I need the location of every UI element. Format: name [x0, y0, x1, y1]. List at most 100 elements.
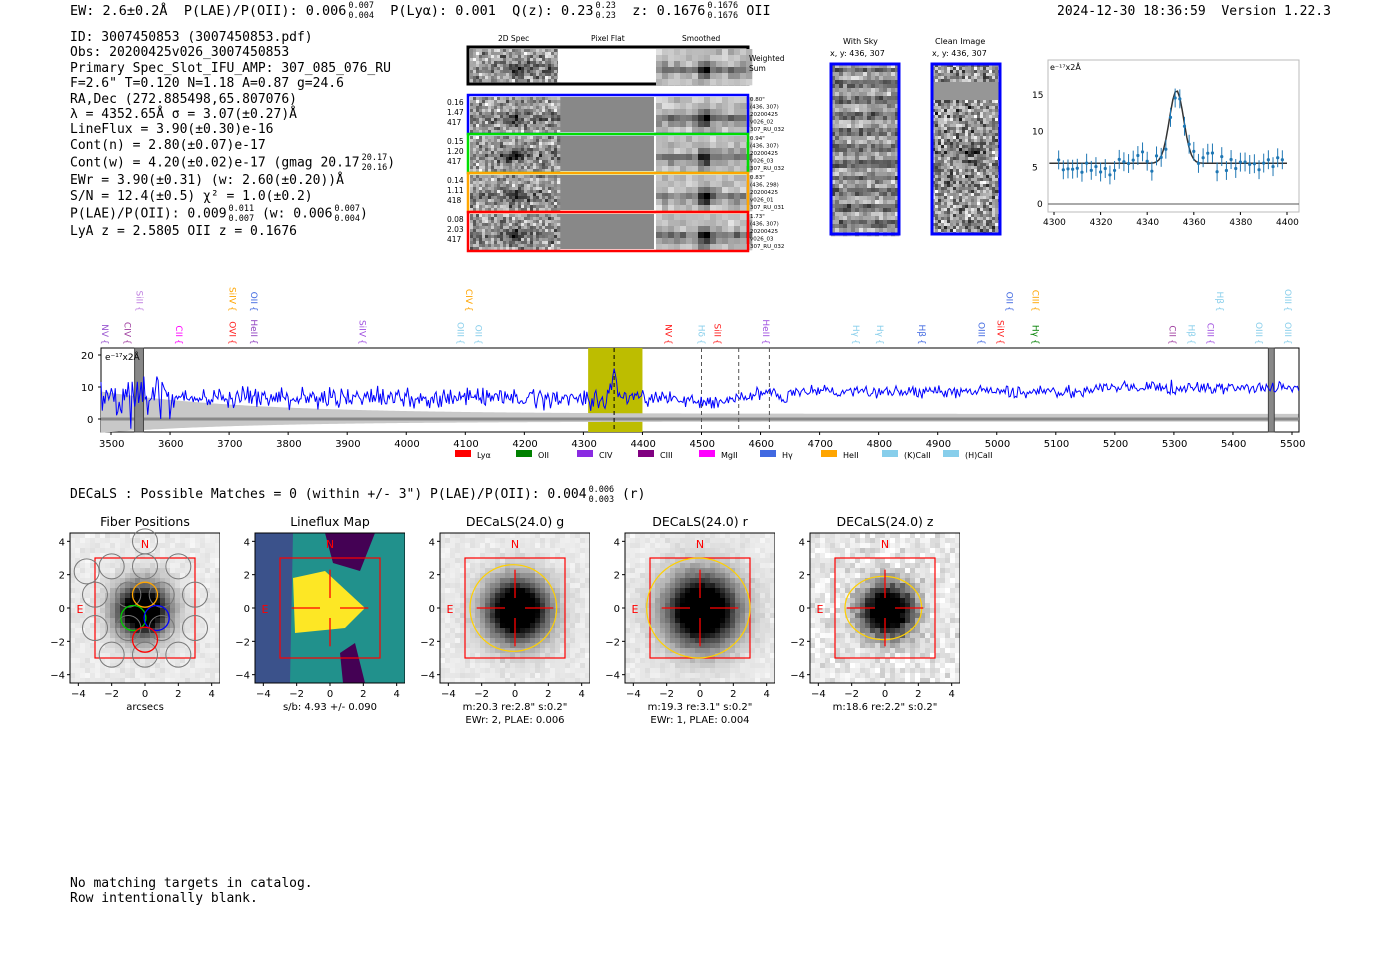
pixel	[851, 224, 856, 229]
pixel	[956, 172, 960, 176]
pixel	[863, 68, 868, 73]
pixel	[473, 232, 477, 236]
pixel	[536, 244, 540, 248]
pixel	[947, 124, 951, 128]
pixel	[859, 84, 864, 89]
pixel	[473, 241, 477, 245]
pixel	[536, 166, 540, 170]
pixel	[476, 226, 480, 230]
pixel	[110, 568, 116, 574]
pixel	[965, 67, 969, 71]
pixel	[476, 106, 480, 110]
pixel	[932, 193, 936, 197]
pixel	[485, 58, 489, 62]
pixel	[989, 91, 993, 95]
pixel	[548, 76, 552, 80]
pixel	[476, 184, 480, 188]
pixel	[863, 64, 868, 69]
pixel	[947, 169, 951, 173]
pixel	[728, 109, 735, 116]
pixel	[533, 148, 537, 152]
pixel	[200, 548, 206, 554]
pixel	[500, 70, 504, 74]
pixel	[863, 96, 868, 101]
pixel	[476, 187, 480, 191]
pixel	[835, 84, 840, 89]
pixel	[983, 181, 987, 185]
pixel	[722, 238, 729, 245]
pixel	[932, 124, 936, 128]
pixel	[962, 106, 966, 110]
pixel	[518, 139, 522, 143]
pixel	[509, 121, 513, 125]
pixel	[871, 84, 876, 89]
pixel	[165, 573, 171, 579]
pixel	[959, 169, 963, 173]
pixel	[698, 115, 705, 122]
pixel	[512, 115, 516, 119]
pixel	[887, 92, 892, 97]
info-ewr: EWr = 3.90(±0.31) (w: 2.60(±0.20))Å	[70, 173, 344, 189]
pixel	[160, 533, 166, 539]
pixel	[871, 196, 876, 201]
line-bracket-icon: {	[227, 306, 237, 312]
pixel	[512, 190, 516, 194]
pixel	[521, 196, 525, 200]
emission-line-label: OVI	[227, 321, 237, 337]
with-sky-title: With Sky	[843, 37, 878, 46]
pixel	[947, 103, 951, 107]
pixel	[956, 64, 960, 68]
pixel	[734, 49, 741, 56]
pixel	[986, 157, 990, 161]
pixel	[494, 115, 498, 119]
pixel	[722, 127, 729, 134]
pixel	[941, 193, 945, 197]
pixel	[932, 70, 936, 74]
pixel	[530, 52, 534, 56]
pixel	[956, 100, 960, 104]
pixel	[554, 97, 558, 101]
pixel	[941, 94, 945, 98]
pixel	[479, 118, 483, 122]
pixel	[989, 178, 993, 182]
pixel	[488, 247, 492, 251]
pixel	[512, 208, 516, 212]
pixel	[980, 214, 984, 218]
pixel	[506, 97, 510, 101]
data-point	[1122, 160, 1126, 164]
pixel	[680, 79, 687, 86]
pixel	[974, 229, 978, 233]
pixel	[506, 70, 510, 74]
pixel	[980, 217, 984, 221]
pixel	[536, 127, 540, 131]
pixel	[482, 235, 486, 239]
pixel	[968, 70, 972, 74]
pixel	[530, 64, 534, 68]
pixel	[980, 205, 984, 209]
pixel	[512, 118, 516, 122]
pixel	[482, 142, 486, 146]
pixel	[883, 140, 888, 145]
pixel	[989, 103, 993, 107]
pixel	[503, 193, 507, 197]
pixel	[867, 208, 872, 213]
pixel	[527, 124, 531, 128]
pixel	[831, 164, 836, 169]
pixel	[115, 573, 121, 579]
pixel	[476, 217, 480, 221]
pixel	[977, 88, 981, 92]
pixel	[518, 190, 522, 194]
pixel	[491, 103, 495, 107]
pixel	[977, 127, 981, 131]
pixel	[488, 136, 492, 140]
pixel	[704, 73, 711, 80]
pixel	[80, 558, 86, 564]
pixel	[746, 67, 753, 74]
pixel	[533, 184, 537, 188]
pixel	[554, 67, 558, 71]
pixel	[965, 154, 969, 158]
pixel	[883, 204, 888, 209]
pixel	[831, 180, 836, 185]
pixel	[692, 181, 699, 188]
pixel	[506, 64, 510, 68]
